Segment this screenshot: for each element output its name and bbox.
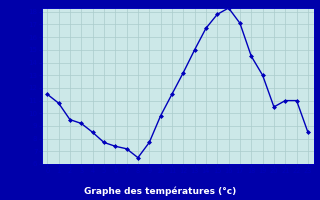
Text: Graphe des températures (°c): Graphe des températures (°c) (84, 186, 236, 196)
